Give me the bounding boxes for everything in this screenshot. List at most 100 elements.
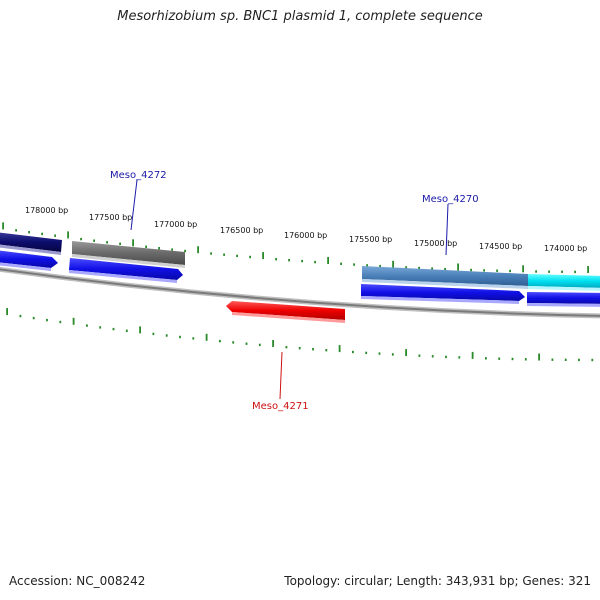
gene-label-meso-4272[interactable]: Meso_4272	[110, 170, 167, 181]
gene-blue-arrow-2[interactable]	[69, 258, 183, 283]
gene-meso-4271[interactable]	[226, 301, 345, 323]
inner-major-tick	[405, 349, 407, 357]
outer-minor-tick	[483, 269, 485, 272]
inner-major-tick	[471, 351, 474, 359]
outer-minor-tick	[444, 267, 446, 271]
inner-minor-tick	[99, 326, 102, 329]
scale-label-174500: 174500 bp	[479, 242, 522, 251]
scale-label-177000: 177000 bp	[154, 220, 197, 229]
outer-minor-tick	[54, 234, 56, 237]
outer-major-tick	[457, 263, 459, 271]
inner-minor-tick	[485, 357, 487, 360]
outer-minor-tick	[574, 270, 576, 274]
outer-minor-tick	[470, 268, 472, 272]
inner-minor-tick	[19, 314, 22, 318]
outer-minor-tick	[28, 231, 30, 234]
map-title: Mesorhizobium sp. BNC1 plasmid 1, comple…	[117, 9, 483, 24]
gene-meso-4272[interactable]	[72, 241, 185, 268]
outer-minor-tick	[15, 229, 17, 232]
inner-minor-tick	[285, 346, 288, 349]
outer-minor-tick	[561, 270, 563, 273]
inner-major-tick	[139, 326, 141, 334]
inner-minor-tick	[524, 358, 527, 361]
outer-minor-tick	[301, 259, 303, 263]
gene-blue-arrow-4[interactable]	[527, 292, 600, 307]
outer-major-tick	[132, 239, 134, 247]
inner-major-tick	[6, 308, 8, 316]
inner-minor-tick	[578, 358, 580, 362]
inner-minor-tick	[498, 357, 501, 360]
inner-minor-tick	[245, 342, 248, 345]
inner-minor-tick	[352, 350, 354, 354]
gene-navy-left[interactable]	[0, 232, 62, 255]
outer-minor-tick	[249, 255, 251, 259]
inner-minor-tick	[378, 352, 381, 355]
outer-minor-tick	[93, 239, 95, 242]
gene-cyan-right[interactable]	[528, 274, 600, 291]
outer-major-tick	[2, 222, 4, 230]
summary-text: Topology: circular; Length: 343,931 bp; …	[284, 574, 591, 588]
inner-minor-tick	[219, 339, 221, 343]
connector-meso-4272	[130, 179, 138, 231]
inner-minor-tick	[431, 355, 434, 358]
connector-meso-4270	[445, 203, 449, 256]
inner-minor-tick	[551, 358, 554, 361]
scale-labels: 178000 bp 177500 bp 177000 bp 176500 bp …	[25, 206, 587, 253]
outer-minor-tick	[145, 245, 147, 248]
outer-major-tick	[587, 266, 589, 273]
inner-minor-tick	[418, 354, 421, 357]
connector-meso-4271	[279, 351, 283, 400]
scale-label-176500: 176500 bp	[220, 226, 263, 235]
outer-major-tick	[67, 231, 69, 239]
gene-blue-arrow-3[interactable]	[361, 284, 525, 304]
inner-minor-tick	[325, 349, 328, 352]
outer-major-tick	[262, 252, 264, 260]
scale-ticks-inner	[6, 308, 594, 362]
outer-minor-tick	[548, 270, 550, 273]
inner-major-tick	[72, 317, 75, 325]
outer-minor-tick	[509, 269, 511, 273]
outer-minor-tick	[223, 253, 225, 256]
outer-minor-tick	[106, 241, 108, 244]
inner-minor-tick	[298, 347, 301, 350]
inner-minor-tick	[232, 341, 235, 344]
scale-ticks-outer	[2, 222, 589, 274]
outer-major-tick	[197, 246, 199, 254]
inner-minor-tick	[165, 334, 168, 337]
inner-minor-tick	[511, 357, 514, 361]
inner-minor-tick	[46, 318, 48, 322]
outer-minor-tick	[496, 269, 498, 272]
outer-minor-tick	[418, 266, 420, 270]
scale-label-176000: 176000 bp	[284, 231, 327, 240]
outer-major-tick	[392, 260, 394, 268]
outer-minor-tick	[288, 259, 290, 262]
gene-blue-arrow-left[interactable]	[0, 250, 58, 271]
inner-major-tick	[272, 340, 274, 347]
outer-minor-tick	[210, 252, 212, 255]
inner-minor-tick	[125, 329, 128, 332]
outer-minor-tick	[314, 260, 316, 264]
inner-minor-tick	[152, 332, 155, 336]
outer-minor-tick	[80, 237, 82, 241]
sequence-backbone	[0, 266, 600, 319]
inner-minor-tick	[32, 316, 35, 320]
inner-minor-tick	[458, 356, 461, 359]
gene-meso-4270[interactable]	[362, 266, 528, 289]
inner-minor-tick	[391, 353, 394, 356]
gene-label-meso-4271[interactable]: Meso_4271	[252, 401, 309, 412]
inner-major-tick	[338, 345, 341, 353]
inner-minor-tick	[86, 324, 88, 327]
inner-major-tick	[205, 333, 208, 341]
outer-major-tick	[522, 265, 524, 273]
outer-minor-tick	[41, 232, 43, 236]
inner-minor-tick	[192, 337, 195, 340]
inner-minor-tick	[179, 335, 181, 339]
inner-minor-tick	[112, 327, 115, 331]
outer-minor-tick	[184, 249, 186, 253]
gene-label-meso-4270[interactable]: Meso_4270	[422, 194, 479, 205]
outer-minor-tick	[431, 267, 433, 270]
accession-text: Accession: NC_008242	[9, 574, 146, 588]
outer-minor-tick	[236, 254, 238, 258]
